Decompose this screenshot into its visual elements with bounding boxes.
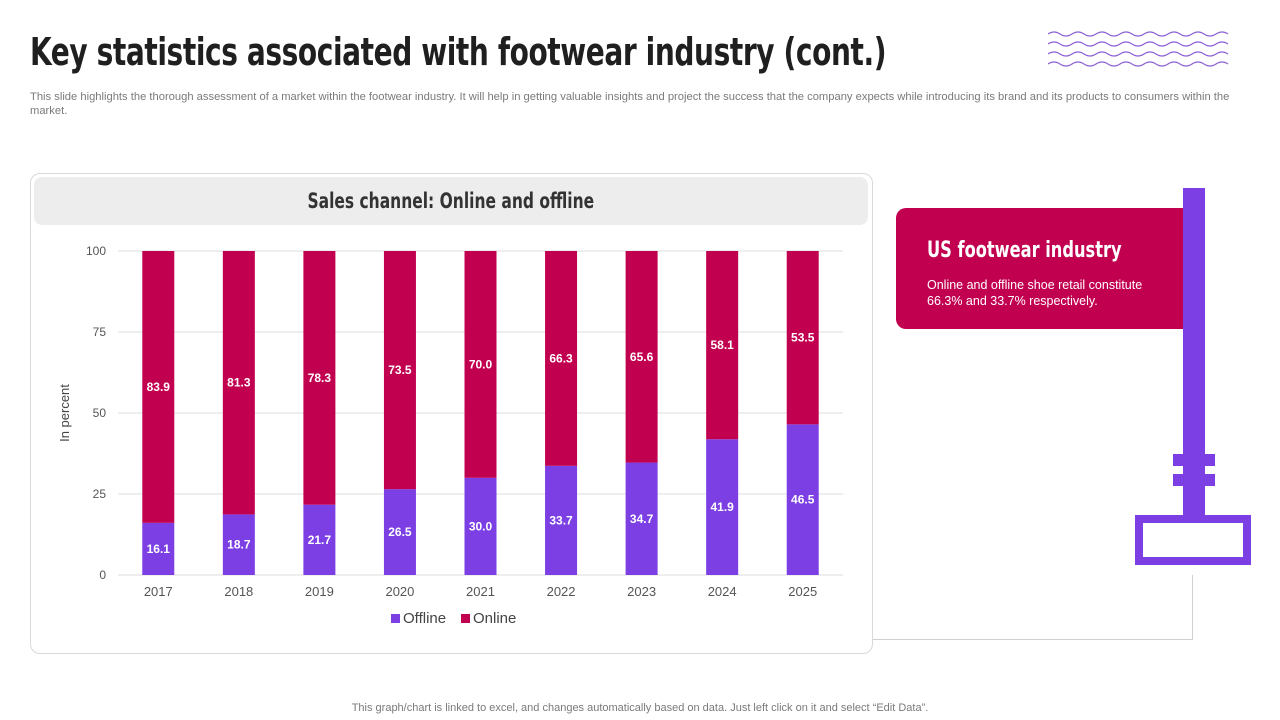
x-tick-label: 2019 <box>305 584 334 599</box>
y-tick-label: 75 <box>93 325 107 339</box>
bar-offline-2022 <box>545 465 578 575</box>
data-label-online: 81.3 <box>227 376 251 390</box>
data-label-online: 78.3 <box>308 371 332 385</box>
chart-card[interactable]: Sales channel: Online and offline 0 25 50 7… <box>30 173 873 654</box>
bar-offline-2017 <box>142 522 175 575</box>
data-label-offline: 41.9 <box>710 500 734 514</box>
info-card-title: US footwear industry <box>927 238 1122 263</box>
wavy-lines-icon <box>1048 31 1229 67</box>
chart-header: Sales channel: Online and offline <box>34 177 868 225</box>
bar-online-2019 <box>303 251 336 505</box>
data-label-offline: 21.7 <box>308 533 332 547</box>
y-axis-label: In percent <box>57 384 72 442</box>
bar-offline-2019 <box>303 504 336 575</box>
connector-line <box>871 575 1193 640</box>
bar-online-2021 <box>464 251 497 478</box>
bar-offline-2020 <box>383 489 416 575</box>
y-tick-label: 25 <box>93 487 107 501</box>
bar-online-2023 <box>625 251 658 463</box>
info-card: US footwear industry Online and offline … <box>896 208 1196 329</box>
bar-online-2018 <box>222 251 255 515</box>
bar-offline-2021 <box>464 477 497 575</box>
bar-online-2017 <box>142 251 175 523</box>
data-label-online: 73.5 <box>388 363 412 377</box>
legend-label-offline: Offline <box>403 610 446 627</box>
footer-note: This graph/chart is linked to excel, and… <box>351 702 929 714</box>
x-tick-label: 2023 <box>627 584 656 599</box>
data-label-offline: 33.7 <box>549 513 573 527</box>
x-tick-label: 2020 <box>385 584 414 599</box>
x-tick-label: 2022 <box>547 584 576 599</box>
chart-title: Sales channel: Online and offline <box>307 189 595 213</box>
data-label-offline: 46.5 <box>791 493 815 507</box>
legend-label-online: Online <box>473 610 516 627</box>
y-tick-label: 0 <box>99 568 106 582</box>
y-tick-label: 50 <box>93 406 107 420</box>
bar-offline-2018 <box>222 514 255 575</box>
x-tick-label: 2024 <box>708 584 737 599</box>
x-tick-label: 2025 <box>788 584 817 599</box>
stacked-bar-chart[interactable]: 0 25 50 75 100 In percent 16.1 83.9 2017 18.7 81.3… <box>31 174 872 653</box>
bar-offline-2025 <box>786 424 819 575</box>
data-label-online: 65.6 <box>630 350 654 364</box>
bar-offline-2023 <box>625 462 658 575</box>
data-label-offline: 18.7 <box>227 538 251 552</box>
page-subtitle: This slide highlights the thorough asses… <box>30 91 1230 117</box>
data-label-online: 66.3 <box>549 351 573 365</box>
data-label-online: 83.9 <box>147 380 171 394</box>
info-card-text: Online and offline shoe retail constitut… <box>927 278 1143 308</box>
data-label-offline: 30.0 <box>469 519 493 533</box>
bar-offline-2024 <box>706 439 739 575</box>
data-label-online: 58.1 <box>710 338 734 352</box>
legend-swatch-offline <box>391 614 400 623</box>
data-label-online: 53.5 <box>791 331 815 345</box>
bar-online-2022 <box>545 251 578 466</box>
x-tick-label: 2021 <box>466 584 495 599</box>
bar-online-2024 <box>706 251 739 440</box>
bar-online-2020 <box>383 251 416 490</box>
x-tick-label: 2017 <box>144 584 173 599</box>
page-title: Key statistics associated with footwear … <box>30 30 887 74</box>
x-tick-label: 2018 <box>224 584 253 599</box>
legend-swatch-online <box>461 614 470 623</box>
data-label-offline: 26.5 <box>388 525 412 539</box>
bar-online-2025 <box>786 251 819 425</box>
data-label-offline: 34.7 <box>630 512 654 526</box>
data-label-online: 70.0 <box>469 357 493 371</box>
data-label-offline: 16.1 <box>147 542 171 556</box>
y-tick-label: 100 <box>86 244 106 258</box>
signpost-icon <box>1135 188 1251 565</box>
